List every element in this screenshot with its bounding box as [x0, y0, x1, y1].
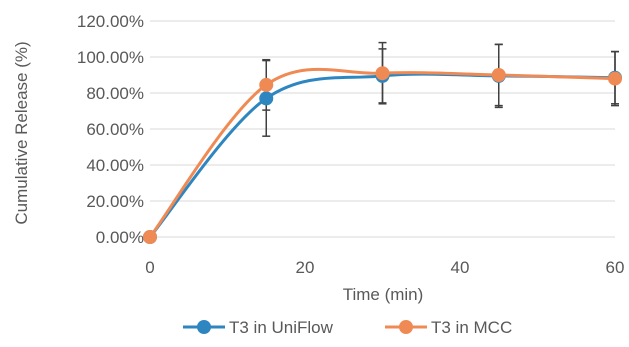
y-tick-label: 20.00% [86, 192, 144, 211]
series-line [148, 67, 616, 238]
x-tick-labels: 0 20 40 60 [145, 258, 624, 277]
legend-label: T3 in MCC [431, 318, 512, 337]
data-point [259, 91, 274, 106]
x-tick-label: 20 [296, 258, 315, 277]
legend-marker [197, 320, 211, 334]
x-tick-label: 40 [451, 258, 470, 277]
legend-item: T3 in MCC [385, 318, 512, 337]
legend-label: T3 in UniFlow [229, 318, 334, 337]
legend-marker [399, 320, 413, 334]
y-tick-label: 80.00% [86, 84, 144, 103]
series-lines [148, 67, 616, 238]
y-tick-label: 120.00% [77, 12, 144, 31]
y-tick-label: 60.00% [86, 120, 144, 139]
y-tick-label: 100.00% [77, 48, 144, 67]
series-markers [143, 66, 622, 244]
y-tick-label: 0.00% [96, 228, 144, 247]
data-point [259, 77, 274, 92]
data-point [608, 71, 622, 86]
y-axis-title: Cumulative Release (%) [12, 41, 31, 224]
y-tick-labels: 0.00% 20.00% 40.00% 60.00% 80.00% 100.00% 120.… [77, 12, 144, 247]
data-point [375, 66, 390, 81]
x-axis-title: Time (min) [343, 285, 424, 304]
legend-item: T3 in UniFlow [183, 318, 334, 337]
legend: T3 in UniFlow T3 in MCC [183, 318, 512, 337]
data-point [491, 68, 506, 82]
y-tick-label: 40.00% [86, 156, 144, 175]
data-point [143, 230, 157, 244]
x-tick-label: 60 [606, 258, 625, 277]
x-tick-label: 0 [145, 258, 154, 277]
